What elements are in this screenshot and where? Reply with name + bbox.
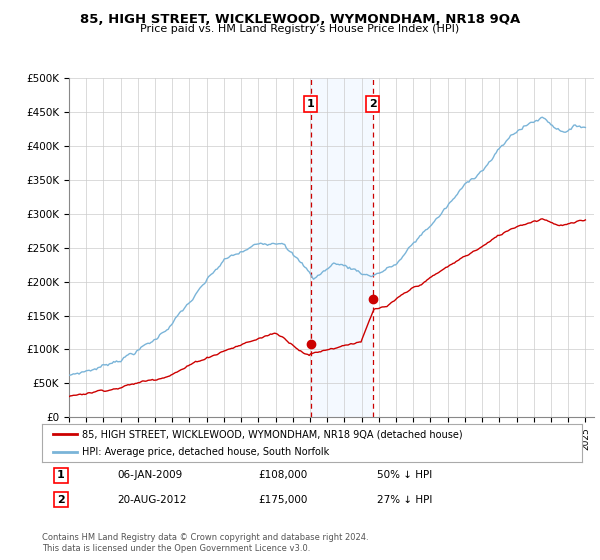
Text: Price paid vs. HM Land Registry’s House Price Index (HPI): Price paid vs. HM Land Registry’s House … [140,24,460,34]
Text: 85, HIGH STREET, WICKLEWOOD, WYMONDHAM, NR18 9QA (detached house): 85, HIGH STREET, WICKLEWOOD, WYMONDHAM, … [83,429,463,439]
Text: 20-AUG-2012: 20-AUG-2012 [118,494,187,505]
Text: 1: 1 [57,470,65,480]
Text: 50% ↓ HPI: 50% ↓ HPI [377,470,432,480]
Text: HPI: Average price, detached house, South Norfolk: HPI: Average price, detached house, Sout… [83,447,330,457]
Text: 2: 2 [57,494,65,505]
Text: 85, HIGH STREET, WICKLEWOOD, WYMONDHAM, NR18 9QA: 85, HIGH STREET, WICKLEWOOD, WYMONDHAM, … [80,13,520,26]
Text: 2: 2 [369,99,377,109]
Text: 06-JAN-2009: 06-JAN-2009 [118,470,183,480]
Text: £108,000: £108,000 [258,470,307,480]
Bar [311,78,373,417]
Text: £175,000: £175,000 [258,494,307,505]
Text: 1: 1 [307,99,314,109]
Text: 27% ↓ HPI: 27% ↓ HPI [377,494,432,505]
Text: Contains HM Land Registry data © Crown copyright and database right 2024.
This d: Contains HM Land Registry data © Crown c… [42,533,368,553]
